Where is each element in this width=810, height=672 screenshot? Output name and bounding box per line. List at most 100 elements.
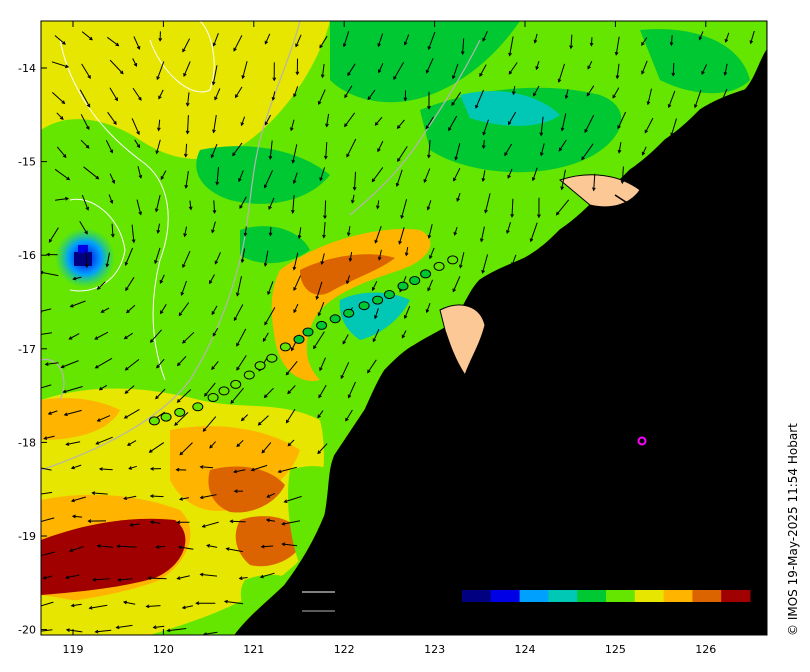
current-arrow-head	[398, 240, 402, 245]
current-arrow-head	[535, 66, 539, 71]
current-arrow-head	[100, 309, 105, 313]
current-arrow	[295, 34, 302, 47]
current-arrow-head	[70, 603, 75, 608]
current-arrow	[313, 331, 325, 349]
current-arrow	[428, 31, 436, 50]
current-arrow-head	[223, 599, 228, 604]
current-arrow	[561, 113, 567, 131]
colorbar-swatch	[721, 590, 751, 602]
current-arrow	[258, 415, 269, 426]
current-arrow	[398, 227, 405, 244]
current-arrow-head	[70, 465, 75, 470]
current-arrow	[348, 381, 356, 398]
current-arrow-head	[342, 340, 346, 345]
ship-observation	[243, 370, 255, 380]
colorbar-swatch	[634, 590, 665, 602]
colorbar-swatches	[462, 590, 751, 602]
current-arrow	[216, 167, 219, 185]
ship-observation	[230, 379, 242, 389]
lon-tick-label: 121	[243, 643, 264, 656]
current-arrow	[72, 515, 83, 518]
current-arrow-head	[65, 442, 70, 446]
current-arrow-head	[98, 386, 103, 391]
ship-observation	[358, 301, 370, 311]
current-arrow-head	[214, 96, 218, 101]
colorbar-swatch	[548, 590, 578, 602]
current-arrow	[453, 167, 461, 181]
current-arrow-head	[346, 153, 350, 158]
current-arrow-head	[480, 238, 484, 243]
current-arrow	[66, 629, 83, 633]
current-arrow	[318, 302, 325, 316]
current-arrow	[181, 280, 187, 296]
current-arrow	[293, 252, 299, 270]
lon-tick-label: 126	[695, 643, 716, 656]
ship-observation	[192, 402, 204, 412]
current-arrow-head	[183, 233, 187, 238]
current-arrow-head	[475, 104, 479, 109]
current-arrow	[347, 63, 356, 76]
current-arrow	[81, 63, 91, 79]
current-arrow-head	[234, 94, 239, 99]
current-arrow	[93, 578, 110, 581]
colorbar: 1992-2016 SSTAARS Percentiles of SST 0 20…	[459, 561, 761, 620]
current-arrow-head	[160, 176, 165, 181]
current-arrow-head	[287, 390, 291, 395]
current-arrow-head	[453, 177, 457, 182]
current-arrow-head	[42, 575, 47, 580]
current-arrow-head	[185, 102, 190, 107]
current-arrow	[89, 604, 108, 609]
current-arrow-head	[199, 572, 204, 577]
current-arrow	[107, 36, 119, 47]
colorbar-title-line2: Percentiles of SST	[549, 574, 662, 587]
current-arrow-head	[531, 177, 536, 182]
current-arrow-head	[65, 196, 70, 201]
current-arrow-head	[671, 72, 676, 77]
current-arrow-head	[94, 364, 99, 369]
current-arrow	[426, 303, 431, 313]
current-arrow-head	[202, 428, 207, 432]
current-arrow-head	[694, 104, 698, 109]
current-arrow	[41, 332, 52, 335]
current-arrow-head	[268, 155, 273, 160]
current-arrow-head	[116, 544, 121, 549]
current-arrow-head	[115, 42, 120, 47]
current-arrow	[672, 62, 675, 76]
current-arrow-head	[138, 211, 142, 216]
current-arrow	[427, 279, 434, 291]
current-arrow-head	[378, 69, 382, 74]
current-arrow	[177, 575, 190, 580]
current-arrow-head	[374, 121, 379, 126]
current-arrow-head	[87, 519, 92, 523]
current-arrow	[111, 223, 114, 237]
current-arrow-head	[481, 145, 486, 150]
current-arrow	[509, 36, 514, 56]
current-arrow	[241, 414, 249, 421]
current-arrow	[404, 305, 411, 319]
current-arrow-head	[723, 71, 728, 76]
current-arrow-head	[199, 495, 204, 500]
current-arrow	[475, 89, 484, 109]
current-arrow	[179, 442, 193, 456]
current-arrow-head	[291, 209, 295, 214]
current-arrow-head	[319, 177, 323, 182]
current-arrow	[116, 624, 133, 629]
current-arrow-head	[317, 450, 321, 455]
current-arrow	[512, 86, 516, 95]
current-arrow-head	[91, 491, 96, 496]
current-arrow	[71, 496, 86, 502]
current-arrow	[401, 199, 408, 219]
current-arrow-head	[291, 159, 296, 164]
current-arrow-head	[182, 264, 186, 269]
current-arrow-head	[540, 152, 544, 157]
current-arrow-head	[206, 544, 211, 548]
current-arrow-head	[348, 257, 353, 263]
current-arrow-head	[453, 231, 458, 236]
current-arrow	[71, 603, 82, 607]
current-arrow	[124, 408, 140, 419]
current-arrow	[159, 274, 165, 284]
ship-observation	[447, 255, 459, 265]
current-arrow-head	[427, 287, 431, 292]
current-arrow-head	[259, 574, 264, 579]
current-arrow-head	[136, 144, 141, 149]
